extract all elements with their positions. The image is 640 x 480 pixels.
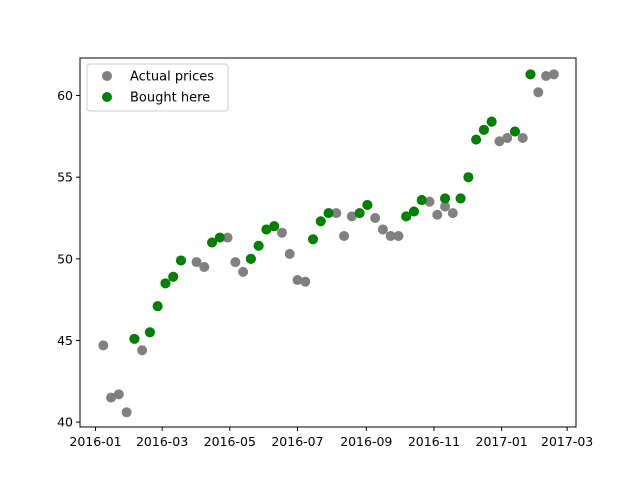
legend-box (86, 63, 229, 112)
actual-price-point (339, 230, 350, 241)
actual-price-point (199, 261, 210, 272)
actual-price-point (424, 196, 435, 207)
bought-point (245, 253, 256, 264)
bought-point (478, 124, 489, 135)
x-tick-label: 2017-03 (541, 434, 593, 449)
actual-price-point (230, 257, 241, 268)
actual-price-point (385, 230, 396, 241)
x-tick-label: 2016-09 (340, 434, 392, 449)
actual-price-point (191, 257, 202, 268)
actual-price-point (432, 209, 443, 220)
actual-price-point (533, 87, 544, 98)
bought-point (354, 208, 365, 219)
actual-price-point (113, 389, 124, 400)
bought-point (261, 224, 272, 235)
actual-price-point (548, 69, 559, 80)
bought-point (416, 195, 427, 206)
actual-price-point (331, 208, 342, 219)
legend-marker-bought (102, 92, 112, 102)
bought-point (253, 240, 264, 251)
actual-price-point (517, 133, 528, 144)
x-tick-label: 2016-01 (69, 434, 121, 449)
x-tick-label: 2016-05 (204, 434, 256, 449)
bought-point (269, 221, 280, 232)
actual-price-point (284, 248, 295, 259)
y-tick-label: 40 (57, 415, 73, 430)
actual-price-point (494, 136, 505, 147)
actual-price-point (300, 276, 311, 287)
bought-point (408, 206, 419, 217)
bought-point (168, 271, 179, 282)
actual-price-point (377, 224, 388, 235)
actual-price-point (541, 70, 552, 81)
x-tick-label: 2016-07 (271, 434, 323, 449)
y-tick-label: 60 (57, 88, 73, 103)
bought-point (401, 211, 412, 222)
actual-price-point (137, 345, 148, 356)
bought-point (152, 301, 163, 312)
bought-point (455, 193, 466, 204)
actual-price-point (238, 266, 249, 277)
actual-price-point (106, 392, 117, 403)
legend: Actual prices Bought here (86, 63, 229, 112)
bought-point (440, 193, 451, 204)
bought-point (362, 199, 373, 210)
y-tick-label: 55 (57, 170, 73, 185)
bought-point (486, 116, 497, 127)
actual-price-point (276, 227, 287, 238)
bought-point (160, 278, 171, 289)
bought-point (471, 134, 482, 145)
legend-marker-actual (102, 71, 112, 81)
bought-point (509, 126, 520, 137)
plot-area (80, 58, 576, 427)
y-tick-label: 45 (57, 333, 73, 348)
y-axis: 40 45 50 55 60 (57, 88, 80, 430)
bought-point (214, 232, 225, 243)
axes-frame (79, 57, 577, 428)
bought-point (129, 333, 140, 344)
actual-price-point (370, 213, 381, 224)
bought-point (315, 216, 326, 227)
actual-price-point (292, 275, 303, 286)
bought-point (308, 234, 319, 245)
legend-label-bought: Bought here (130, 91, 210, 106)
actual-price-point (440, 201, 451, 212)
bought-point (323, 208, 334, 219)
bought-point (144, 327, 155, 338)
y-tick-label: 50 (57, 251, 73, 266)
x-tick-label: 2016-11 (408, 434, 460, 449)
actual-price-point (447, 208, 458, 219)
actual-price-point (98, 340, 109, 351)
x-tick-label: 2017-01 (476, 434, 528, 449)
actual-price-point (502, 133, 513, 144)
actual-price-point (393, 230, 404, 241)
bought-point (463, 172, 474, 183)
actual-price-point (121, 407, 132, 418)
actual-price-point (346, 211, 357, 222)
x-tick-label: 2016-03 (136, 434, 188, 449)
actual-price-point (222, 232, 233, 243)
plot-background (80, 58, 576, 427)
legend-label-actual: Actual prices (130, 70, 214, 85)
series-bought-here (129, 69, 536, 344)
bought-point (175, 255, 186, 266)
bought-point (207, 237, 218, 248)
bought-point (525, 69, 536, 80)
x-axis: 2016-01 2016-03 2016-05 2016-07 2016-09 2016-… (69, 427, 593, 449)
